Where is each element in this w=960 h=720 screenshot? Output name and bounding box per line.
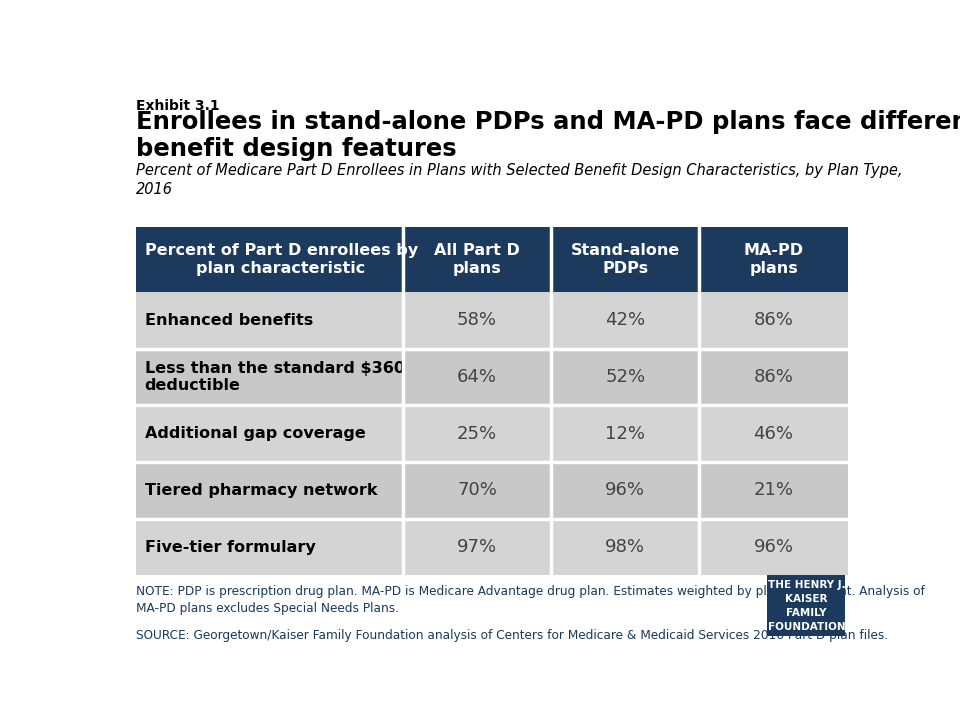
Text: THE HENRY J.
KAISER
FAMILY
FOUNDATION: THE HENRY J. KAISER FAMILY FOUNDATION	[768, 580, 845, 632]
Text: 64%: 64%	[457, 368, 497, 386]
Text: Additional gap coverage: Additional gap coverage	[145, 426, 366, 441]
Text: 12%: 12%	[606, 425, 645, 443]
Bar	[767, 575, 846, 636]
Text: 98%: 98%	[606, 538, 645, 556]
Text: 96%: 96%	[606, 482, 645, 500]
Text: 21%: 21%	[754, 482, 794, 500]
Bar	[135, 227, 849, 292]
Text: MA-PD
plans: MA-PD plans	[743, 243, 804, 276]
Text: Exhibit 3.1: Exhibit 3.1	[135, 99, 219, 112]
Text: 42%: 42%	[605, 312, 645, 330]
Text: 86%: 86%	[754, 312, 794, 330]
Text: 70%: 70%	[457, 482, 497, 500]
Text: Enrollees in stand-alone PDPs and MA-PD plans face different plan
benefit design: Enrollees in stand-alone PDPs and MA-PD …	[135, 110, 960, 161]
Text: 52%: 52%	[605, 368, 645, 386]
Text: NOTE: PDP is prescription drug plan. MA-PD is Medicare Advantage drug plan. Esti: NOTE: PDP is prescription drug plan. MA-…	[135, 585, 924, 616]
Text: Tiered pharmacy network: Tiered pharmacy network	[145, 483, 377, 498]
Text: 97%: 97%	[457, 538, 497, 556]
Text: Enhanced benefits: Enhanced benefits	[145, 313, 313, 328]
Text: 96%: 96%	[754, 538, 794, 556]
Text: Five-tier formulary: Five-tier formulary	[145, 539, 315, 554]
Text: Percent of Medicare Part D Enrollees in Plans with Selected Benefit Design Chara: Percent of Medicare Part D Enrollees in …	[135, 163, 902, 197]
Text: 86%: 86%	[754, 368, 794, 386]
Text: 25%: 25%	[457, 425, 497, 443]
Text: SOURCE: Georgetown/Kaiser Family Foundation analysis of Centers for Medicare & M: SOURCE: Georgetown/Kaiser Family Foundat…	[135, 629, 888, 642]
Bar	[135, 292, 849, 348]
Bar	[135, 518, 849, 575]
Bar	[135, 348, 849, 405]
Text: Percent of Part D enrollees by
plan characteristic: Percent of Part D enrollees by plan char…	[145, 243, 418, 276]
Text: 46%: 46%	[754, 425, 794, 443]
Bar	[135, 405, 849, 462]
Bar	[135, 462, 849, 518]
Text: Less than the standard $360
deductible: Less than the standard $360 deductible	[145, 361, 404, 393]
Text: All Part D
plans: All Part D plans	[434, 243, 520, 276]
Text: Stand-alone
PDPs: Stand-alone PDPs	[570, 243, 680, 276]
Text: 58%: 58%	[457, 312, 497, 330]
